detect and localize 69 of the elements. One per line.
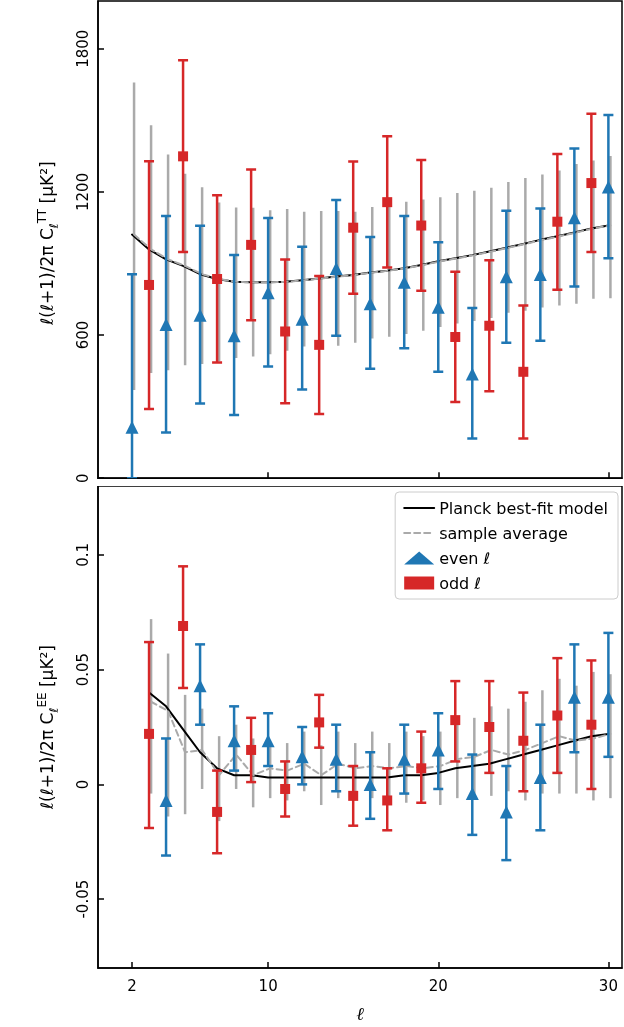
- point: [552, 710, 563, 721]
- legend-label: odd ℓ: [439, 573, 481, 593]
- point: [193, 679, 207, 693]
- y-tick-label: 1200: [73, 172, 92, 211]
- point: [246, 239, 257, 250]
- point: [601, 690, 615, 704]
- point: [518, 366, 529, 377]
- point: [382, 197, 393, 208]
- point: [212, 806, 223, 817]
- x-axis-title: ℓ: [356, 1002, 365, 1024]
- point: [295, 312, 309, 326]
- point: [484, 722, 495, 732]
- point: [416, 763, 427, 774]
- point: [533, 267, 547, 281]
- point: [397, 752, 411, 766]
- legend-label: sample average: [439, 523, 568, 543]
- point: [499, 805, 513, 819]
- point: [261, 734, 275, 748]
- point: [280, 783, 291, 794]
- y-tick-label: 1800: [73, 29, 92, 68]
- x-tick-label: 30: [598, 976, 618, 995]
- point: [280, 326, 291, 337]
- x-tick-label: 2: [127, 976, 137, 995]
- point: [499, 270, 513, 284]
- point: [601, 180, 615, 194]
- x-tick-label: 20: [428, 976, 448, 995]
- point: [450, 331, 461, 342]
- point: [348, 222, 359, 233]
- y-tick-label: 600: [73, 320, 92, 350]
- point: [518, 735, 529, 746]
- point: [484, 320, 495, 331]
- point: [144, 728, 155, 739]
- legend-label: Planck best-fit model: [439, 498, 608, 518]
- x-tick-label: 10: [258, 976, 278, 995]
- point: [227, 734, 241, 748]
- point: [567, 690, 581, 704]
- point: [450, 715, 461, 726]
- point: [363, 297, 377, 311]
- point: [397, 275, 411, 289]
- point: [246, 744, 257, 755]
- point: [586, 719, 597, 730]
- point: [465, 367, 479, 381]
- legend-label: even ℓ: [439, 548, 491, 568]
- point: [431, 300, 445, 314]
- point: [586, 178, 597, 189]
- point: [178, 151, 189, 162]
- point: [212, 273, 223, 284]
- y-tick-label: 0.1: [73, 542, 92, 567]
- point: [465, 787, 479, 801]
- point: [314, 339, 325, 350]
- y-tick-label: 0.05: [73, 652, 92, 687]
- point: [314, 717, 325, 728]
- point: [348, 790, 359, 801]
- point: [144, 279, 155, 290]
- y-tick-label: -0.05: [73, 879, 92, 919]
- point: [295, 750, 309, 764]
- point: [159, 318, 173, 332]
- point: [431, 743, 445, 757]
- point: [382, 795, 393, 806]
- point: [552, 216, 563, 227]
- point: [227, 329, 241, 343]
- point: [533, 771, 547, 784]
- point: [329, 752, 343, 766]
- point: [178, 621, 189, 632]
- point: [261, 286, 275, 300]
- point: [416, 220, 427, 231]
- point: [567, 211, 581, 225]
- y-tick-label: 0: [73, 779, 92, 790]
- y-tick-label: 0: [73, 473, 92, 483]
